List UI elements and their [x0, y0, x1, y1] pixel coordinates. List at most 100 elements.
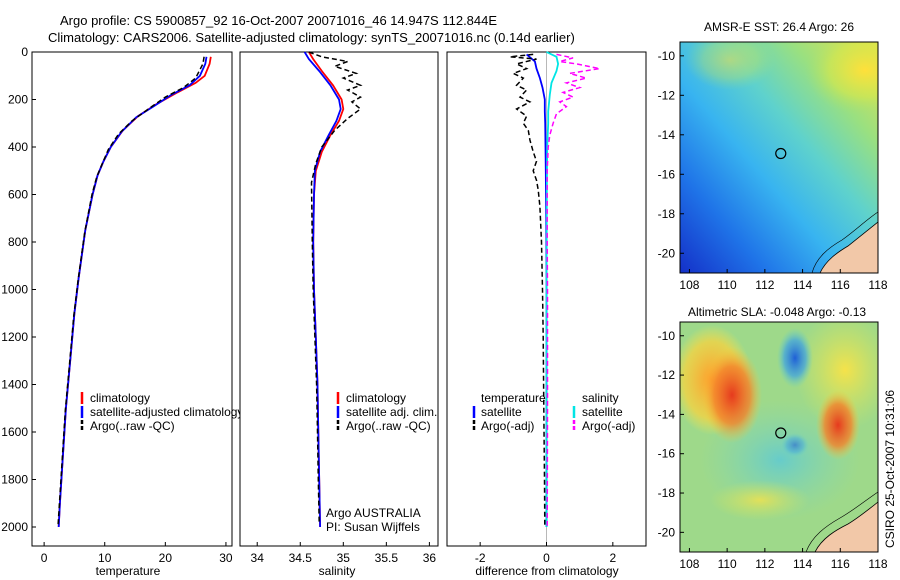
sst-lat-tick-label: -18: [658, 207, 676, 221]
sst-argo-marker: [775, 147, 787, 160]
salinity-xtick-label: 34.5: [289, 551, 313, 565]
legend-sal-satellite-label: satellite adj. clim.: [346, 405, 437, 419]
temperature-legend: climatology satellite-adjusted climatolo…: [80, 391, 243, 433]
pressure-ytick-label: 0: [21, 45, 28, 59]
float-owner-line2: PI: Susan Wijffels: [326, 520, 420, 534]
sla-heatmap: [680, 322, 878, 552]
sst-lat-tick-label: -10: [658, 49, 676, 63]
sst-lon-tick-label: 108: [679, 278, 699, 292]
sla-argo-marker: [775, 427, 787, 439]
legend-sal-argo-label: Argo(..raw -QC): [346, 419, 431, 433]
legend-sal-sat-label: satellite: [582, 405, 623, 419]
salinity-xtick-label: 36: [423, 551, 437, 565]
sla-yellow-patch-2: [710, 480, 810, 520]
sla-lon-tick-label: 118: [868, 557, 887, 571]
sst-lon-tick-label: 114: [793, 278, 812, 292]
sla-yellow-patch: [795, 322, 878, 430]
temperature-xtick-label: 20: [159, 551, 173, 565]
sst-heatmap: [680, 42, 878, 273]
temperature-xtick-label: 0: [41, 551, 48, 565]
difference-temperature-argo-line: [509, 53, 546, 528]
sla-lon-tick-label: 112: [755, 557, 774, 571]
difference-legend-salinity: salinity satellite Argo(-adj): [572, 391, 635, 433]
legend-salinity-heading: salinity: [582, 391, 619, 405]
figure-title-line2: Climatology: CARS2006. Satellite-adjuste…: [48, 30, 575, 45]
pressure-ytick-label: 800: [8, 235, 28, 249]
pressure-ytick-label: 1200: [1, 330, 28, 344]
sla-lat-tick-label: -20: [658, 525, 676, 539]
temperature-axes-frame: [31, 51, 233, 547]
temperature-xtick-label: 30: [219, 551, 233, 565]
pressure-ytick-label: 1800: [1, 473, 28, 487]
sst-lat-tick-label: -20: [658, 246, 676, 260]
difference-xtick-label: 2: [609, 551, 616, 565]
sla-map-title: Altimetric SLA: -0.048 Argo: -0.13: [688, 305, 866, 319]
sst-lat-tick-label: -16: [658, 167, 676, 181]
difference-xtick-label: 0: [543, 551, 550, 565]
sla-lon-tick-label: 116: [831, 557, 850, 571]
sst-lat-tick-label: -14: [658, 128, 676, 142]
sla-blue-eddy-2: [781, 433, 809, 457]
sst-lat-tick-label: -12: [658, 88, 676, 102]
legend-temp-satellite-label: satellite: [481, 405, 522, 419]
float-owner-line1: Argo AUSTRALIA: [326, 506, 421, 520]
sla-red-eddy-west: [702, 347, 762, 443]
temperature-xtick-label: 10: [98, 551, 112, 565]
pressure-ytick-label: 2000: [1, 520, 28, 534]
legend-satellite-label: satellite-adjusted climatology: [90, 405, 243, 419]
temperature-xlabel: temperature: [96, 564, 161, 578]
pressure-ytick-label: 400: [8, 140, 28, 154]
difference-legend-temperature: temperature satellite Argo(-adj): [472, 391, 546, 433]
difference-xtick-label: -2: [475, 551, 486, 565]
sla-red-eddy-east: [816, 390, 860, 460]
pressure-ytick-label: 1600: [1, 425, 28, 439]
figure-title-line1: Argo profile: CS 5900857_92 16-Oct-2007 …: [60, 13, 497, 28]
pressure-ytick-label: 1000: [1, 283, 28, 297]
salinity-xtick-label: 35: [337, 551, 351, 565]
sla-lat-tick-label: -14: [658, 407, 676, 421]
sst-axes-frame: [679, 41, 879, 274]
sla-coastline: [814, 501, 878, 552]
sst-coastline: [819, 221, 878, 273]
temperature-argo-line: [57, 56, 205, 525]
sst-lon-tick-label: 110: [718, 278, 737, 292]
difference-panel: -2 0 2 difference from climatology tempera…: [446, 51, 647, 578]
sla-lat-tick-label: -10: [658, 329, 676, 343]
sla-lon-tick-label: 108: [679, 557, 699, 571]
legend-argo-label: Argo(..raw -QC): [90, 419, 175, 433]
legend-temp-heading: temperature: [481, 391, 546, 405]
sla-blue-eddy: [777, 328, 813, 388]
sla-lon-tick-label: 114: [793, 557, 812, 571]
difference-salinity-argo-line: [546, 53, 600, 528]
footer-timestamp: CSIRO 25-Oct-2007 10:31:06: [883, 390, 897, 548]
difference-salinity-satellite-line: [545, 51, 560, 527]
sst-warm-patch: [805, 42, 878, 115]
sst-lon-tick-label: 118: [868, 278, 887, 292]
legend-sal-climatology-label: climatology: [346, 391, 406, 405]
legend-temp-argo-label: Argo(-adj): [481, 419, 534, 433]
legend-sal-argoadj-label: Argo(-adj): [582, 419, 635, 433]
sst-lon-tick-label: 116: [831, 278, 850, 292]
sla-lon-tick-label: 110: [718, 557, 737, 571]
pressure-ytick-label: 600: [8, 188, 28, 202]
sla-lat-tick-label: -16: [658, 447, 676, 461]
salinity-argo-line: [308, 51, 363, 523]
salinity-satellite-line: [303, 51, 342, 528]
sla-lat-tick-label: -18: [658, 486, 676, 500]
salinity-axes-frame: [239, 51, 439, 547]
sla-bathymetry-contour: [805, 491, 878, 552]
salinity-legend: climatology satellite adj. clim. Argo(..…: [336, 391, 437, 433]
pressure-ytick-label: 200: [8, 93, 28, 107]
pressure-ytick-label: 1400: [1, 378, 28, 392]
sla-map-panel: Altimetric SLA: -0.048 Argo: -0.13 108 11…: [658, 305, 888, 571]
sst-map-panel: AMSR-E SST: 26.4 Argo: 26 108 110 112 114 11…: [658, 20, 888, 292]
legend-climatology-label: climatology: [90, 391, 150, 405]
salinity-xtick-label: 34: [251, 551, 265, 565]
sla-axes-frame: [679, 321, 879, 553]
sst-lon-tick-label: 112: [755, 278, 774, 292]
salinity-panel: 34 34.5 35 35.5 36 salinity climatology sate…: [239, 51, 439, 578]
temperature-panel: 0 200 400 600 800 1000 1200 1400 1600 1800 2000 0 1…: [1, 45, 243, 578]
salinity-xlabel: salinity: [319, 564, 356, 578]
sst-warm-patch-2: [685, 42, 775, 90]
